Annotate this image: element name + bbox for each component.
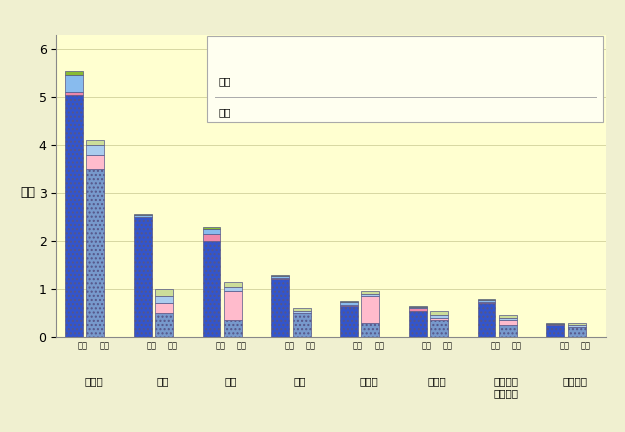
Bar (292, 311, 311, 313)
Bar (224, 291, 242, 320)
Bar (478, 302, 496, 303)
Text: 中東: 中東 (294, 376, 306, 386)
Bar (155, 296, 173, 303)
Bar (224, 320, 242, 337)
Bar (202, 241, 221, 337)
Bar (409, 307, 427, 308)
Bar (65, 95, 83, 337)
Bar (271, 280, 289, 337)
Bar (340, 301, 358, 302)
Bar (271, 275, 289, 276)
Bar (340, 302, 358, 305)
Text: 大洋州: 大洋州 (428, 376, 447, 386)
Bar (224, 286, 242, 291)
Y-axis label: 兆円: 兆円 (20, 186, 35, 199)
Bar (155, 303, 173, 313)
Bar (65, 75, 83, 92)
Bar (568, 323, 586, 325)
Bar (409, 311, 427, 337)
Bar (499, 320, 517, 325)
Bar (568, 327, 586, 337)
Bar (340, 306, 358, 337)
Bar (202, 226, 221, 229)
Bar (361, 323, 379, 337)
Text: アジア: アジア (84, 376, 103, 386)
Bar (202, 229, 221, 234)
Bar (430, 315, 448, 318)
Text: 中南米: 中南米 (359, 376, 378, 386)
Bar (499, 315, 517, 318)
Bar (478, 299, 496, 300)
Text: 中東欧・
ロシア等: 中東欧・ ロシア等 (494, 376, 519, 398)
Bar (292, 308, 311, 311)
Bar (86, 155, 104, 169)
Bar (499, 318, 517, 320)
Bar (86, 140, 104, 145)
Bar (409, 308, 427, 311)
Bar (271, 278, 289, 280)
Bar (224, 282, 242, 286)
Bar (202, 234, 221, 241)
Bar (134, 215, 152, 217)
Bar (546, 324, 564, 325)
Bar (155, 289, 173, 296)
Legend: 名古屋港, 三河港, 中部空港, 衣浦港: 名古屋港, 三河港, 中部空港, 衣浦港 (239, 101, 382, 114)
FancyBboxPatch shape (208, 36, 604, 122)
Bar (271, 276, 289, 278)
Bar (361, 294, 379, 296)
Bar (65, 70, 83, 75)
Bar (361, 291, 379, 294)
Bar (340, 305, 358, 306)
Bar (86, 145, 104, 155)
Bar (499, 325, 517, 337)
Bar (292, 313, 311, 337)
Bar (546, 325, 564, 337)
Bar (430, 320, 448, 337)
Bar (134, 214, 152, 215)
Bar (546, 323, 564, 324)
Bar (568, 325, 586, 327)
Bar (478, 303, 496, 337)
Text: 輸出: 輸出 (219, 76, 231, 86)
Bar (430, 318, 448, 320)
Bar (65, 92, 83, 95)
Bar (361, 296, 379, 323)
Bar (155, 313, 173, 337)
Bar (430, 311, 448, 315)
Text: アフリカ: アフリカ (562, 376, 588, 386)
Bar (478, 300, 496, 302)
Text: 西欧: 西欧 (225, 376, 238, 386)
Bar (134, 217, 152, 337)
Text: 輸入: 輸入 (219, 107, 231, 117)
Text: 北米: 北米 (156, 376, 169, 386)
Bar (86, 169, 104, 337)
Bar (409, 306, 427, 307)
